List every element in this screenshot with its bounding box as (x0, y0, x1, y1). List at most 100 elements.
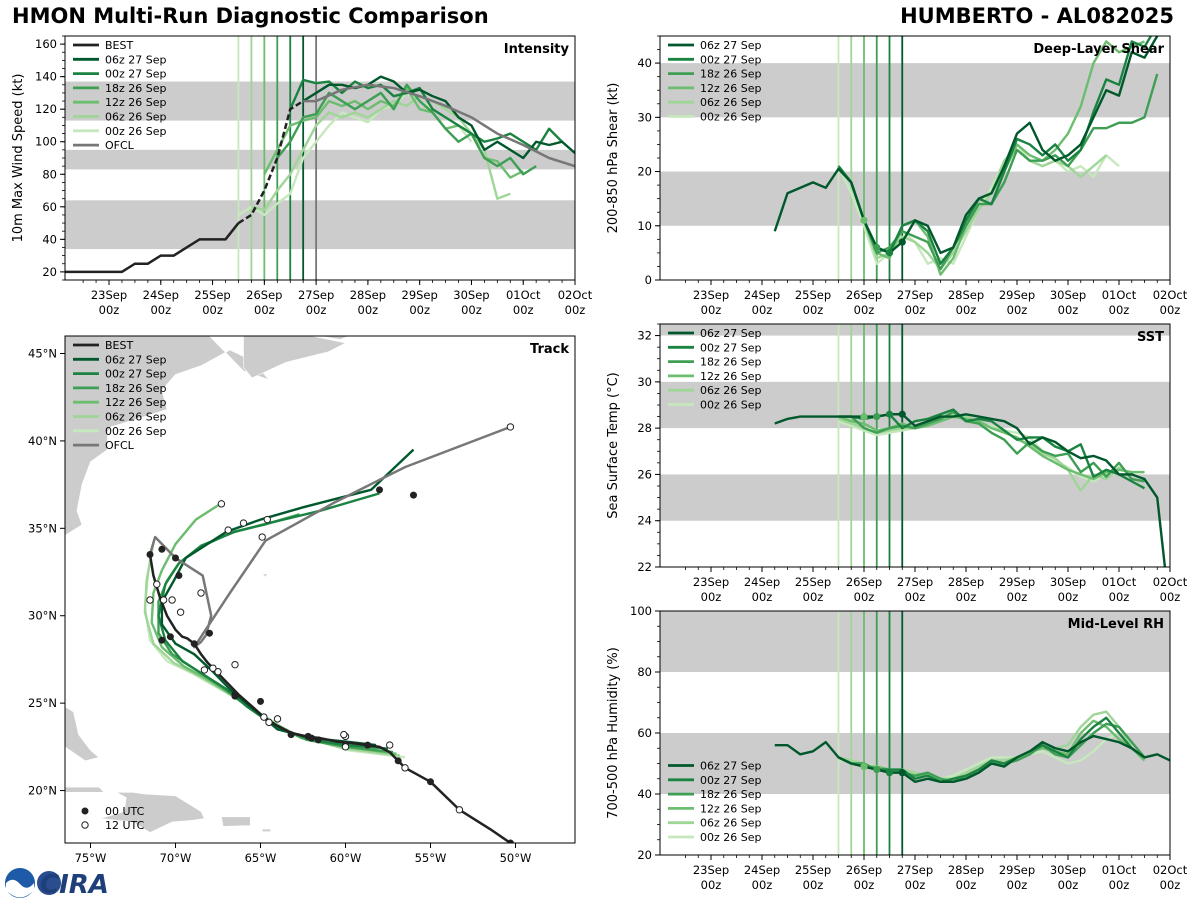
track-xtick-label: 65°W (245, 851, 277, 865)
track-point-12utc (153, 580, 161, 588)
intensity-xtick-label-day: 01Oct (506, 288, 541, 302)
landmass-bahamas (65, 706, 100, 762)
shear-xtick-label-day: 30Sep (1050, 288, 1086, 302)
track-xtick-label: 50°W (500, 851, 532, 865)
shear-xtick-label-hour: 00z (905, 303, 926, 317)
intensity-xtick-label-day: 25Sep (194, 288, 230, 302)
sst-series-18z-26-sep (838, 410, 1145, 483)
sst-shaded-band-1 (660, 474, 1170, 521)
intensity-xtick-label-day: 28Sep (350, 288, 386, 302)
track-legend-label-12utc: 12 UTC (105, 819, 145, 832)
sst-xtick-label-day: 27Sep (897, 575, 933, 589)
intensity-ytick-label: 160 (35, 37, 57, 51)
track-ytick-label: 20°N (28, 784, 57, 798)
shear-xtick-label-day: 29Sep (999, 288, 1035, 302)
cira-logo-text: CIRA (40, 870, 109, 900)
track-point-12utc (176, 608, 185, 616)
shear-xtick-label-day: 26Sep (846, 288, 882, 302)
sst-ytick-label: 24 (637, 514, 652, 528)
sst-xtick-label-hour: 00z (956, 590, 977, 604)
landmass-cape-breton (319, 336, 350, 340)
landmass-bermuda (261, 573, 268, 578)
track-ytick-label: 30°N (28, 609, 57, 623)
track-legend-label-06z-26-sep: 06z 26 Sep (105, 411, 167, 424)
shear-legend-label-06z-27-sep: 06z 27 Sep (700, 39, 762, 52)
rh-xtick-label-day: 23Sep (693, 863, 729, 877)
rh-xtick-label-day: 29Sep (999, 863, 1035, 877)
rh-ytick-label: 40 (637, 787, 652, 801)
intensity-xtick-label-hour: 00z (99, 303, 120, 317)
track-point-12utc (263, 515, 271, 524)
rh-ytick-label: 80 (637, 665, 652, 679)
rh-init-marker-12z-26-sep (860, 762, 868, 771)
track-point-00utc (410, 491, 417, 499)
shear-xtick-label-day: 24Sep (744, 288, 780, 302)
track-ytick-label: 40°N (28, 434, 57, 448)
page-title: HMON Multi-Run Diagnostic Comparison (12, 4, 489, 28)
track-point-00utc (206, 629, 213, 637)
landmass-puerto-rico (221, 816, 251, 827)
sst-xtick-label-day: 28Sep (948, 575, 984, 589)
track-point-00utc (506, 839, 514, 843)
intensity-series-ofcl (303, 83, 575, 168)
rh-init-marker-06z-27-sep (898, 769, 906, 777)
intensity-xtick-label-day: 29Sep (402, 288, 438, 302)
sst-ytick-label: 26 (637, 467, 652, 481)
track-point-12utc (506, 423, 515, 431)
track-plot-area (65, 336, 575, 843)
sst-init-marker-06z-27-sep (898, 410, 906, 418)
rh-panel-title: Mid-Level RH (1068, 617, 1164, 632)
intensity-xtick-label-day: 26Sep (246, 288, 282, 302)
sst-legend-label-12z-26-sep: 12z 26 Sep (700, 370, 762, 383)
shear-xtick-label-hour: 00z (803, 303, 824, 317)
sst-panel-title: SST (1137, 330, 1164, 345)
sst-xtick-label-day: 29Sep (999, 575, 1035, 589)
intensity-xtick-label-hour: 00z (254, 303, 275, 317)
track-point-00utc (146, 551, 154, 559)
shear-xtick-label-hour: 00z (1058, 303, 1079, 317)
rh-legend-label-00z-26-sep: 00z 26 Sep (700, 831, 762, 844)
rh-xtick-label-day: 02Oct (1153, 863, 1188, 877)
sst-shaded-band-3 (660, 324, 1170, 336)
rh-xtick-label-hour: 00z (701, 878, 722, 892)
intensity-legend-label-00z-27-sep: 00z 27 Sep (105, 68, 167, 81)
sst-xtick-label-hour: 00z (752, 590, 773, 604)
shear-init-marker-18z-26-sep (873, 243, 881, 252)
intensity-ytick-label: 120 (35, 102, 57, 116)
intensity-xtick-label-hour: 00z (461, 303, 482, 317)
sst-xtick-label-day: 26Sep (846, 575, 882, 589)
intensity-legend-label-00z-26-sep: 00z 26 Sep (105, 125, 167, 138)
track-frame (64, 335, 576, 844)
track-point-12utc (239, 519, 248, 527)
sst-xtick-label-hour: 00z (1058, 590, 1079, 604)
shear-xtick-label-day: 25Sep (795, 288, 831, 302)
sst-init-marker-12z-26-sep (860, 412, 868, 421)
shear-xtick-label-hour: 00z (1160, 303, 1181, 317)
track-point-12utc (273, 715, 282, 723)
cira-logo-circle-icon (37, 871, 61, 895)
track-point-00utc (257, 697, 264, 705)
track-point-00utc (314, 736, 322, 744)
track-point-12utc (341, 743, 350, 751)
sst-plot-area (660, 324, 1170, 567)
intensity-xtick-label-hour: 00z (513, 303, 534, 317)
rh-xtick-label-day: 30Sep (1050, 863, 1086, 877)
track-point-12utc (260, 713, 268, 721)
track-point-00utc (158, 636, 166, 644)
track-ytick-label: 35°N (28, 521, 57, 535)
shear-xtick-label-hour: 00z (956, 303, 977, 317)
sst-xtick-label-day: 24Sep (744, 575, 780, 589)
track-point-12utc (340, 730, 348, 739)
shear-init-marker-12z-26-sep (860, 216, 868, 224)
track-point-00utc (376, 486, 383, 494)
intensity-series-best (65, 222, 240, 274)
track-legend-label-18z-26-sep: 18z 26 Sep (105, 382, 167, 395)
shear-ytick-label: 20 (637, 165, 652, 179)
rh-series-06z-27-sep (774, 734, 1170, 783)
shear-legend-label-00z-27-sep: 00z 27 Sep (700, 53, 762, 66)
shear-legend-label-18z-26-sep: 18z 26 Sep (700, 68, 762, 81)
intensity-xtick-label-day: 24Sep (143, 288, 179, 302)
rh-xtick-label-day: 26Sep (846, 863, 882, 877)
track-legend-label-06z-27-sep: 06z 27 Sep (105, 353, 167, 366)
track-point-00utc (394, 757, 402, 765)
